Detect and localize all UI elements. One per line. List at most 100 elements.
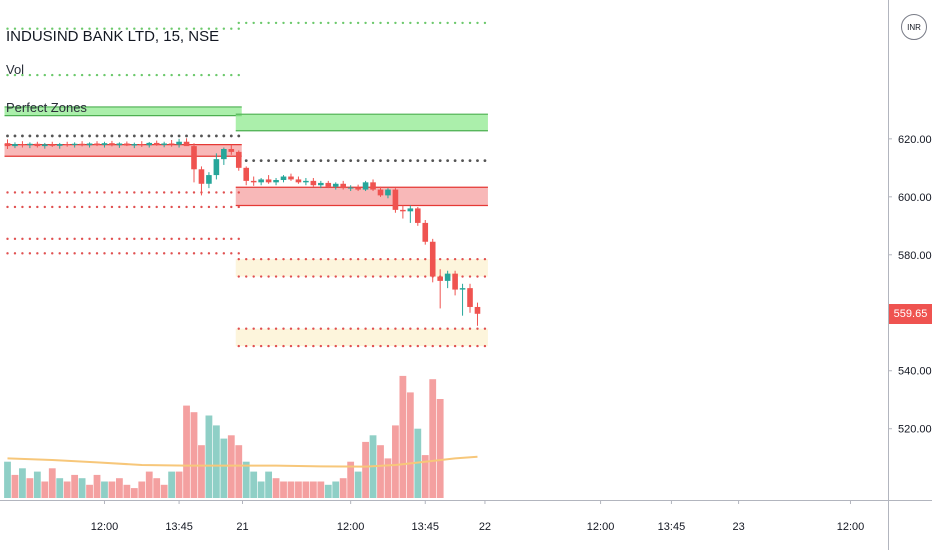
level-dot-red — [476, 275, 479, 278]
level-dot-red — [356, 327, 360, 330]
level-dot-red — [342, 275, 345, 278]
currency-badge[interactable]: INR — [901, 14, 927, 40]
level-dot-red — [65, 205, 69, 209]
level-dot-red — [401, 257, 405, 261]
level-dot-red — [222, 237, 226, 241]
level-dot-green — [110, 73, 114, 77]
level-dot-black — [319, 159, 323, 162]
level-dot-red — [245, 275, 248, 278]
candle-body — [27, 143, 33, 146]
level-dot-red — [177, 191, 181, 194]
level-dot-green — [297, 21, 300, 25]
volume-bar — [309, 481, 317, 498]
volume-ma-line — [7, 455, 478, 468]
level-dot-red — [88, 205, 91, 209]
candle-body — [131, 144, 138, 146]
level-dot-red — [222, 191, 226, 194]
level-dot-red — [453, 344, 457, 348]
level-dot-green — [65, 27, 69, 30]
volume-bar — [362, 441, 369, 498]
level-dot-red — [379, 344, 382, 348]
candle-body — [235, 151, 242, 168]
level-dot-red — [297, 275, 300, 278]
level-dot-red — [51, 205, 54, 209]
zone-supply — [4, 106, 242, 116]
level-dot-red — [379, 275, 382, 278]
level-dot-red — [58, 205, 61, 209]
volume-bar — [399, 375, 407, 498]
volume-bar — [56, 478, 64, 498]
level-dot-red — [230, 237, 233, 241]
level-dot-red — [237, 191, 240, 194]
level-dot-red — [230, 191, 233, 194]
x-tick-label: 12:00 — [837, 521, 865, 533]
candle-body — [437, 276, 443, 281]
level-dot-red — [13, 252, 17, 255]
volume-legend[interactable]: Vol — [6, 62, 25, 77]
candle-body — [362, 182, 369, 190]
level-dot-red — [230, 252, 233, 255]
zones-legend[interactable]: Perfect Zones — [6, 100, 87, 115]
level-dot-red — [401, 344, 405, 348]
volume-bar — [48, 468, 56, 498]
level-dot-red — [13, 191, 17, 194]
level-dot-green — [342, 21, 345, 25]
level-dot-red — [200, 205, 203, 209]
candle-body — [340, 183, 346, 189]
level-dot-red — [185, 205, 188, 209]
level-dot-green — [267, 21, 270, 25]
level-dot-red — [51, 191, 54, 194]
x-tick-label: 13:45 — [165, 521, 193, 533]
zone-neutral — [235, 259, 488, 277]
volume-bar — [78, 478, 86, 498]
level-dot-red — [192, 205, 196, 209]
level-dot-red — [148, 205, 151, 209]
level-dot-red — [386, 275, 390, 278]
level-dot-green — [476, 21, 479, 25]
level-dot-red — [73, 191, 76, 194]
level-dot-red — [200, 237, 203, 241]
level-dot-red — [304, 327, 308, 330]
level-dot-red — [245, 327, 248, 330]
volume-bar — [26, 478, 34, 498]
volume-bar — [190, 412, 198, 498]
level-dot-red — [192, 252, 196, 255]
level-dot-red — [222, 205, 226, 209]
y-tick-label: 580.00 — [898, 250, 932, 262]
volume-bar — [108, 481, 116, 498]
level-dot-red — [215, 237, 218, 241]
level-dot-green — [125, 73, 129, 77]
level-dot-red — [416, 344, 419, 348]
level-dot-black — [334, 159, 338, 162]
level-dot-green — [58, 27, 61, 30]
volume-bar — [123, 484, 131, 498]
level-dot-black — [483, 159, 487, 162]
level-dot-black — [125, 134, 129, 138]
level-dot-green — [148, 73, 151, 77]
candle-body — [295, 179, 302, 183]
candle-body — [101, 143, 108, 145]
level-dot-red — [185, 191, 188, 194]
level-dot-black — [6, 134, 9, 138]
level-dot-red — [65, 237, 69, 241]
symbol-legend[interactable]: INDUSIND BANK LTD, 15, NSE — [6, 28, 220, 45]
level-dot-red — [177, 237, 181, 241]
level-dot-red — [334, 275, 337, 278]
volume-bar — [153, 478, 161, 498]
level-dot-red — [342, 327, 345, 330]
level-dot-red — [409, 275, 412, 278]
level-dot-red — [140, 237, 143, 241]
level-dot-red — [200, 252, 203, 255]
candle-body — [183, 141, 190, 147]
level-dot-red — [356, 344, 360, 348]
level-dot-red — [95, 205, 99, 209]
level-dot-green — [170, 27, 173, 30]
level-dot-red — [416, 327, 419, 330]
level-dot-red — [21, 252, 24, 255]
x-tick-label: 21 — [236, 521, 248, 533]
level-dot-green — [118, 27, 121, 30]
level-dot-black — [118, 134, 121, 138]
level-dot-red — [252, 275, 255, 278]
level-dot-red — [312, 344, 315, 348]
